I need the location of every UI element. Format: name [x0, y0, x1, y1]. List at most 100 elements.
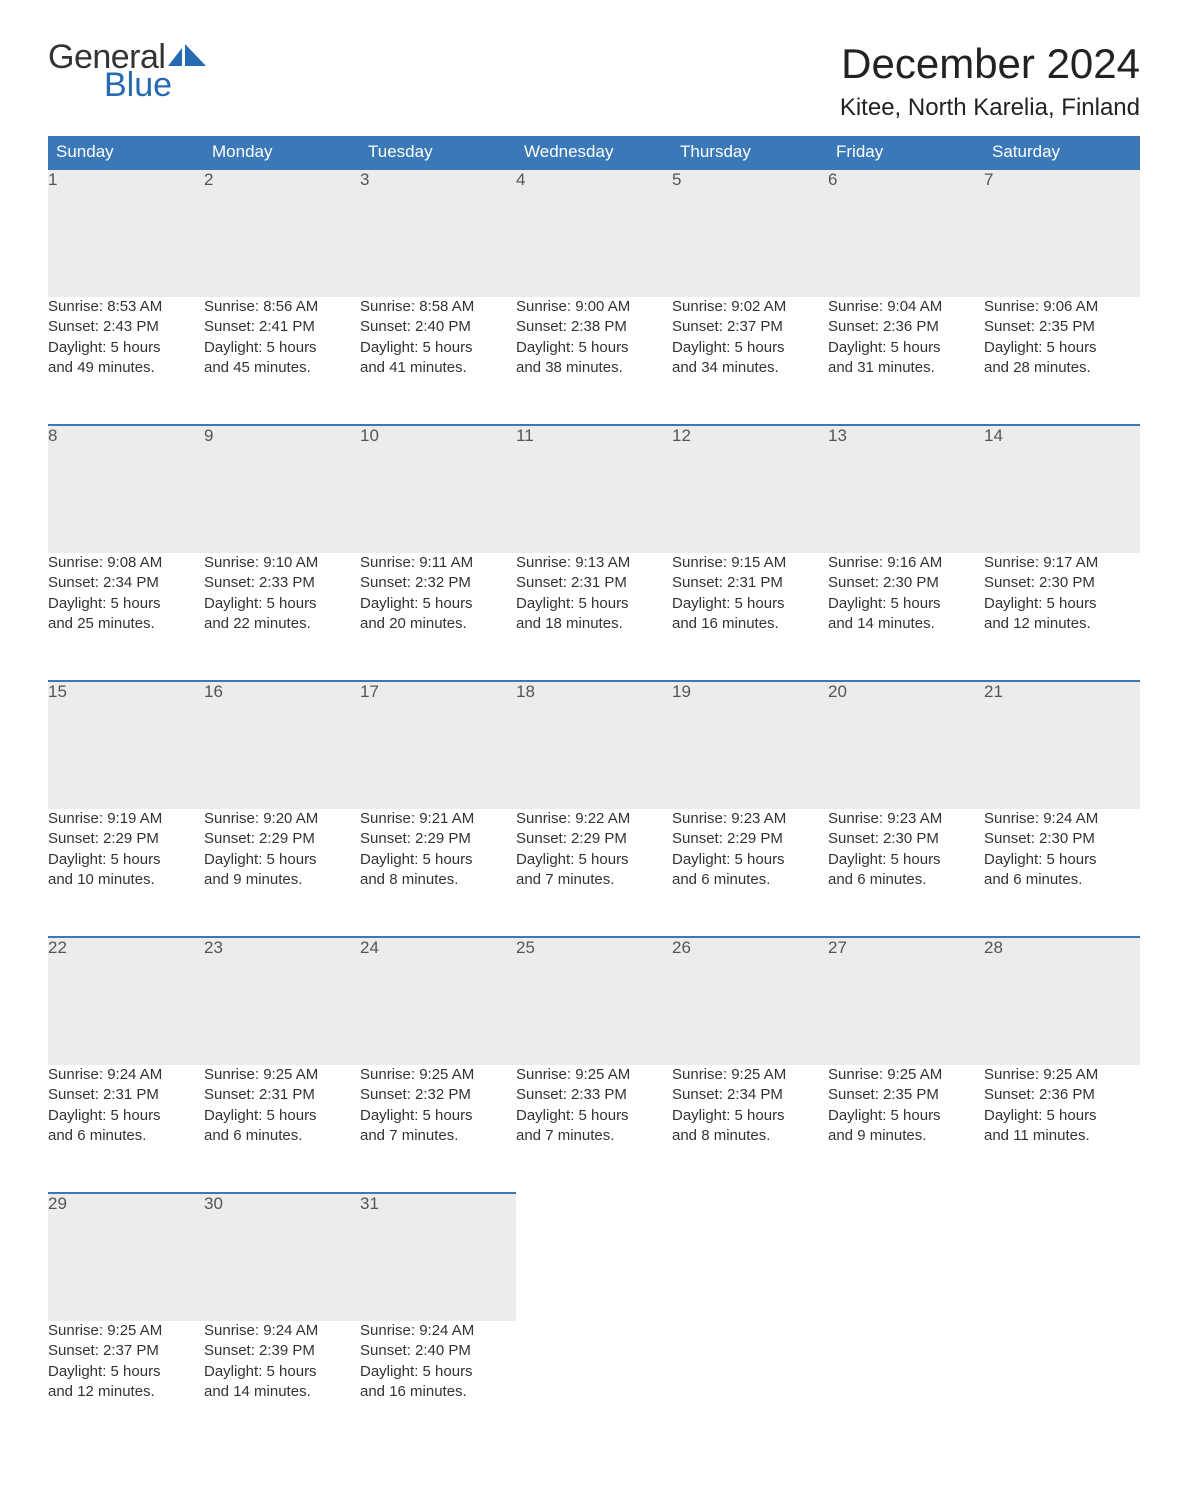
daylight-text-2: and 34 minutes.: [672, 358, 828, 378]
daylight-text-1: Daylight: 5 hours: [984, 594, 1140, 614]
day-info: Sunrise: 9:11 AMSunset: 2:32 PMDaylight:…: [360, 553, 516, 681]
daylight-text-2: and 41 minutes.: [360, 358, 516, 378]
day-header: Tuesday: [360, 136, 516, 169]
sunrise-text: Sunrise: 8:56 AM: [204, 297, 360, 317]
sunrise-text: Sunrise: 9:00 AM: [516, 297, 672, 317]
daylight-text-1: Daylight: 5 hours: [828, 338, 984, 358]
sunset-text: Sunset: 2:30 PM: [828, 573, 984, 593]
day-number: 21: [984, 681, 1140, 809]
daylight-text-2: and 12 minutes.: [48, 1382, 204, 1402]
daylight-text-1: Daylight: 5 hours: [672, 338, 828, 358]
sunset-text: Sunset: 2:37 PM: [672, 317, 828, 337]
logo-text-blue: Blue: [104, 68, 212, 102]
sunrise-text: Sunrise: 9:15 AM: [672, 553, 828, 573]
sunset-text: Sunset: 2:36 PM: [984, 1085, 1140, 1105]
sunrise-text: Sunrise: 9:20 AM: [204, 809, 360, 829]
sunrise-text: Sunrise: 8:53 AM: [48, 297, 204, 317]
daylight-text-1: Daylight: 5 hours: [516, 338, 672, 358]
sunset-text: Sunset: 2:37 PM: [48, 1341, 204, 1361]
daylight-text-1: Daylight: 5 hours: [828, 594, 984, 614]
day-number: 3: [360, 169, 516, 297]
daylight-text-1: Daylight: 5 hours: [516, 594, 672, 614]
daylight-text-1: Daylight: 5 hours: [672, 594, 828, 614]
sunset-text: Sunset: 2:30 PM: [828, 829, 984, 849]
day-number: 16: [204, 681, 360, 809]
daylight-text-2: and 25 minutes.: [48, 614, 204, 634]
day-info: Sunrise: 9:00 AMSunset: 2:38 PMDaylight:…: [516, 297, 672, 425]
sunrise-text: Sunrise: 9:08 AM: [48, 553, 204, 573]
sunrise-text: Sunrise: 9:25 AM: [360, 1065, 516, 1085]
day-number: 24: [360, 937, 516, 1065]
sunset-text: Sunset: 2:34 PM: [672, 1085, 828, 1105]
daylight-text-2: and 10 minutes.: [48, 870, 204, 890]
day-number: 7: [984, 169, 1140, 297]
daylight-text-1: Daylight: 5 hours: [828, 850, 984, 870]
sunset-text: Sunset: 2:32 PM: [360, 1085, 516, 1105]
day-number: [516, 1193, 672, 1321]
day-number: [672, 1193, 828, 1321]
daylight-text-2: and 9 minutes.: [204, 870, 360, 890]
sunset-text: Sunset: 2:33 PM: [204, 573, 360, 593]
day-info: Sunrise: 9:02 AMSunset: 2:37 PMDaylight:…: [672, 297, 828, 425]
day-info: Sunrise: 9:06 AMSunset: 2:35 PMDaylight:…: [984, 297, 1140, 425]
sunrise-text: Sunrise: 9:02 AM: [672, 297, 828, 317]
day-info: Sunrise: 9:25 AMSunset: 2:34 PMDaylight:…: [672, 1065, 828, 1193]
sunrise-text: Sunrise: 9:25 AM: [516, 1065, 672, 1085]
sunrise-text: Sunrise: 9:16 AM: [828, 553, 984, 573]
daylight-text-1: Daylight: 5 hours: [360, 850, 516, 870]
daylight-text-2: and 7 minutes.: [516, 1126, 672, 1146]
day-info: Sunrise: 9:25 AMSunset: 2:32 PMDaylight:…: [360, 1065, 516, 1193]
daylight-text-1: Daylight: 5 hours: [48, 1362, 204, 1382]
daylight-text-2: and 6 minutes.: [204, 1126, 360, 1146]
sunset-text: Sunset: 2:31 PM: [516, 573, 672, 593]
day-info: Sunrise: 9:16 AMSunset: 2:30 PMDaylight:…: [828, 553, 984, 681]
daylight-text-1: Daylight: 5 hours: [672, 850, 828, 870]
day-number: 23: [204, 937, 360, 1065]
daylight-text-1: Daylight: 5 hours: [828, 1106, 984, 1126]
sunrise-text: Sunrise: 9:24 AM: [48, 1065, 204, 1085]
sunrise-text: Sunrise: 9:24 AM: [204, 1321, 360, 1341]
sunrise-text: Sunrise: 9:23 AM: [672, 809, 828, 829]
day-info: [672, 1321, 828, 1449]
daylight-text-1: Daylight: 5 hours: [48, 850, 204, 870]
sunset-text: Sunset: 2:31 PM: [204, 1085, 360, 1105]
day-info: Sunrise: 9:25 AMSunset: 2:36 PMDaylight:…: [984, 1065, 1140, 1193]
sunrise-text: Sunrise: 8:58 AM: [360, 297, 516, 317]
daylight-text-1: Daylight: 5 hours: [48, 338, 204, 358]
sunset-text: Sunset: 2:41 PM: [204, 317, 360, 337]
daynum-row: 293031: [48, 1193, 1140, 1321]
daylight-text-2: and 12 minutes.: [984, 614, 1140, 634]
day-info: Sunrise: 9:25 AMSunset: 2:33 PMDaylight:…: [516, 1065, 672, 1193]
day-number: 30: [204, 1193, 360, 1321]
sunrise-text: Sunrise: 9:25 AM: [48, 1321, 204, 1341]
sunset-text: Sunset: 2:38 PM: [516, 317, 672, 337]
daylight-text-1: Daylight: 5 hours: [984, 850, 1140, 870]
day-info: Sunrise: 8:58 AMSunset: 2:40 PMDaylight:…: [360, 297, 516, 425]
daylight-text-1: Daylight: 5 hours: [204, 594, 360, 614]
daylight-text-1: Daylight: 5 hours: [516, 850, 672, 870]
sunset-text: Sunset: 2:39 PM: [204, 1341, 360, 1361]
day-info: Sunrise: 9:25 AMSunset: 2:35 PMDaylight:…: [828, 1065, 984, 1193]
daylight-text-2: and 8 minutes.: [360, 870, 516, 890]
day-info: Sunrise: 8:56 AMSunset: 2:41 PMDaylight:…: [204, 297, 360, 425]
daylight-text-2: and 28 minutes.: [984, 358, 1140, 378]
day-number: 26: [672, 937, 828, 1065]
location-text: Kitee, North Karelia, Finland: [840, 94, 1140, 122]
day-number: 22: [48, 937, 204, 1065]
sunrise-text: Sunrise: 9:25 AM: [828, 1065, 984, 1085]
day-number: 1: [48, 169, 204, 297]
day-number: 12: [672, 425, 828, 553]
daylight-text-1: Daylight: 5 hours: [360, 1106, 516, 1126]
sunset-text: Sunset: 2:33 PM: [516, 1085, 672, 1105]
sunset-text: Sunset: 2:31 PM: [48, 1085, 204, 1105]
sunrise-text: Sunrise: 9:25 AM: [984, 1065, 1140, 1085]
daylight-text-1: Daylight: 5 hours: [204, 850, 360, 870]
day-header: Sunday: [48, 136, 204, 169]
day-info: Sunrise: 8:53 AMSunset: 2:43 PMDaylight:…: [48, 297, 204, 425]
sunrise-text: Sunrise: 9:25 AM: [204, 1065, 360, 1085]
sunrise-text: Sunrise: 9:10 AM: [204, 553, 360, 573]
day-header: Friday: [828, 136, 984, 169]
daynum-row: 891011121314: [48, 425, 1140, 553]
sunrise-text: Sunrise: 9:24 AM: [360, 1321, 516, 1341]
day-number: 19: [672, 681, 828, 809]
